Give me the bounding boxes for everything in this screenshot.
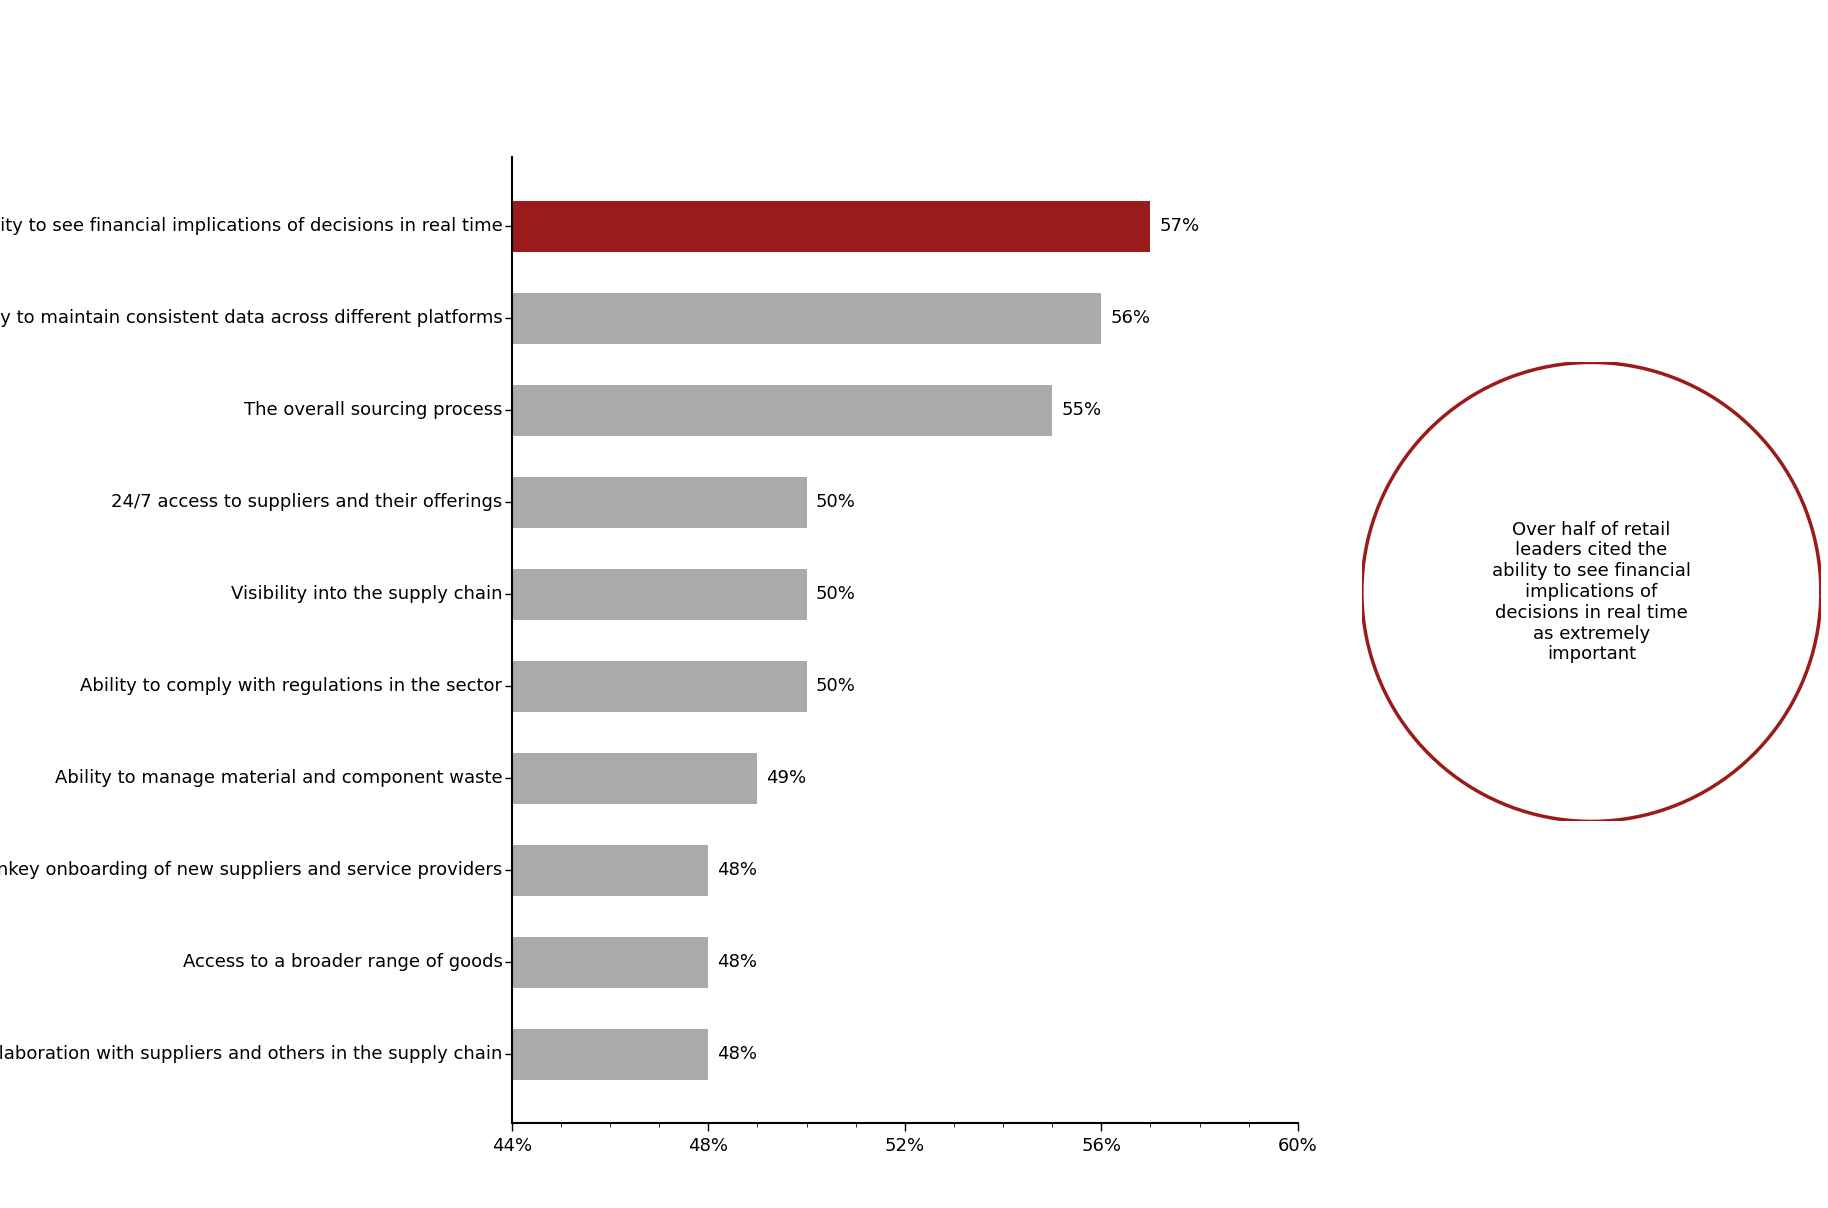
Bar <box>512 201 1150 251</box>
Bar <box>512 385 1053 436</box>
Bar <box>512 477 806 528</box>
Text: 50%: 50% <box>815 585 856 603</box>
Text: Ability to manage material and component waste: Ability to manage material and component… <box>55 769 503 788</box>
Text: 49%: 49% <box>766 769 806 788</box>
Text: 48%: 48% <box>717 953 757 971</box>
Bar <box>512 1029 709 1080</box>
Bar <box>512 661 806 712</box>
Text: Visibility into the supply chain: Visibility into the supply chain <box>230 585 503 603</box>
Text: Figure 2. All Respondents: Top 10 Factors That Are “Extremely Important” to Thei: Figure 2. All Respondents: Top 10 Factor… <box>13 27 1201 46</box>
Text: 24/7 access to suppliers and their offerings: 24/7 access to suppliers and their offer… <box>112 493 503 511</box>
Bar <box>512 294 1100 343</box>
Text: Collaboration with suppliers and others in the supply chain: Collaboration with suppliers and others … <box>0 1045 503 1063</box>
Text: 48%: 48% <box>717 1045 757 1063</box>
Text: Turnkey onboarding of new suppliers and service providers: Turnkey onboarding of new suppliers and … <box>0 861 503 879</box>
Bar <box>512 569 806 620</box>
Text: 48%: 48% <box>717 861 757 879</box>
Text: 55%: 55% <box>1060 401 1100 419</box>
Text: 56%: 56% <box>1110 309 1150 327</box>
Text: 50%: 50% <box>815 493 856 511</box>
Bar <box>512 844 709 895</box>
Text: Ability to comply with regulations in the sector: Ability to comply with regulations in th… <box>80 678 503 696</box>
Bar <box>512 753 757 803</box>
Text: 50%: 50% <box>815 678 856 696</box>
Text: Ability to maintain consistent data across different platforms: Ability to maintain consistent data acro… <box>0 309 503 327</box>
Text: Over half of retail
leaders cited the
ability to see financial
implications of
d: Over half of retail leaders cited the ab… <box>1492 521 1691 663</box>
Text: Access to a broader range of goods: Access to a broader range of goods <box>183 953 503 971</box>
Text: The overall sourcing process: The overall sourcing process <box>243 401 503 419</box>
Bar <box>512 937 709 987</box>
Text: Ability to see financial implications of decisions in real time: Ability to see financial implications of… <box>0 217 503 236</box>
Text: 57%: 57% <box>1159 217 1199 236</box>
